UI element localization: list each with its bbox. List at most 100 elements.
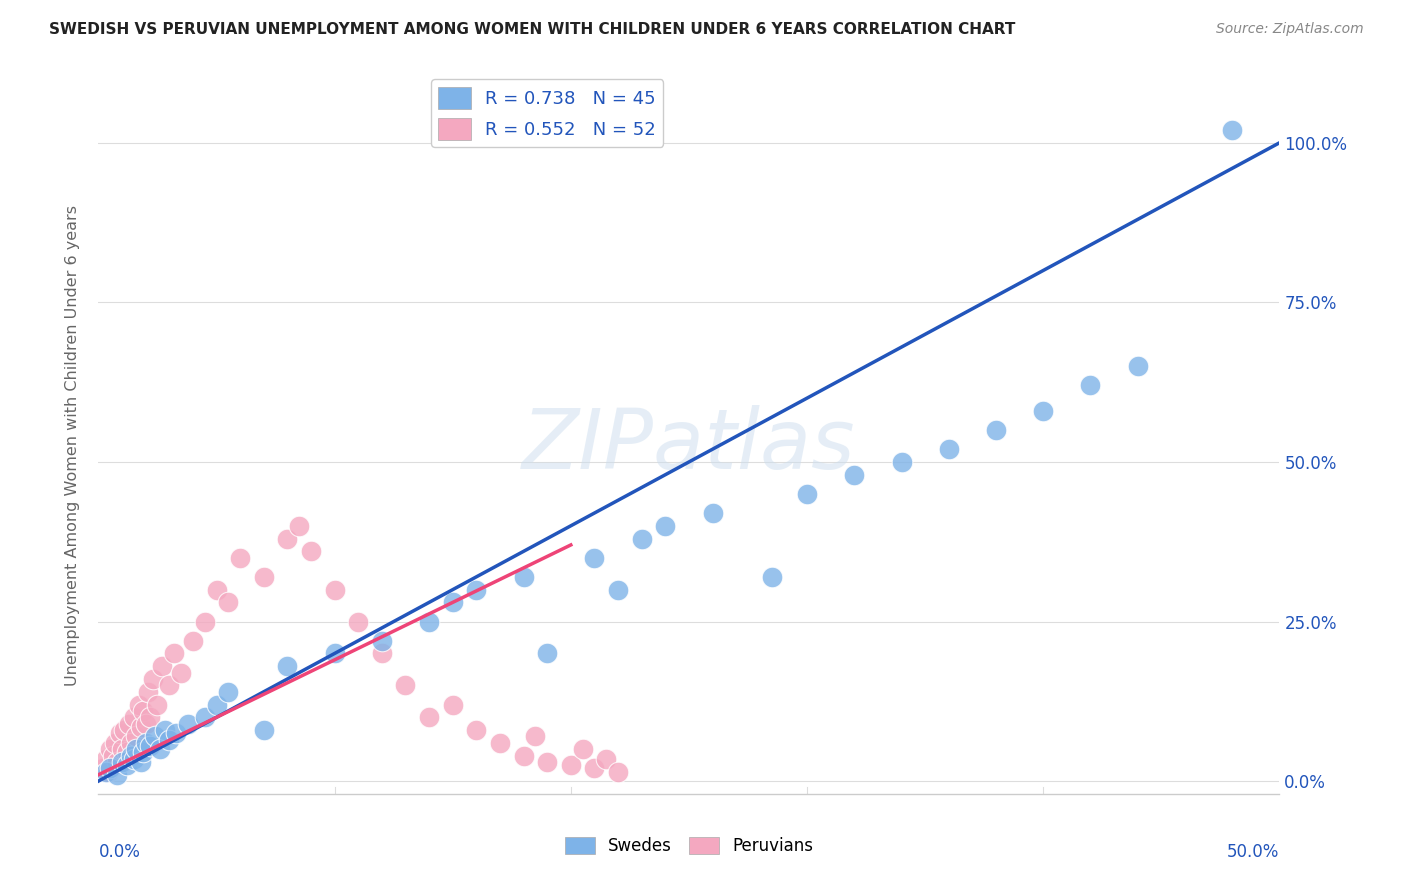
Point xyxy=(115,745,138,759)
Point xyxy=(205,698,228,712)
Point xyxy=(136,685,159,699)
Text: Source: ZipAtlas.com: Source: ZipAtlas.com xyxy=(1216,22,1364,37)
Point xyxy=(217,685,239,699)
Point xyxy=(98,761,121,775)
Point xyxy=(129,720,152,734)
Point xyxy=(135,736,157,750)
Point xyxy=(181,633,204,648)
Text: 50.0%: 50.0% xyxy=(1227,843,1279,861)
Point xyxy=(323,647,346,661)
Point xyxy=(1126,359,1149,374)
Point xyxy=(702,506,724,520)
Point xyxy=(844,467,866,482)
Point xyxy=(253,723,276,737)
Point xyxy=(149,742,172,756)
Point xyxy=(583,550,606,565)
Point xyxy=(132,745,155,759)
Text: ZIPatlas: ZIPatlas xyxy=(522,406,856,486)
Legend: R = 0.738   N = 45, R = 0.552   N = 52: R = 0.738 N = 45, R = 0.552 N = 52 xyxy=(432,79,664,147)
Point xyxy=(101,748,124,763)
Y-axis label: Unemployment Among Women with Children Under 6 years: Unemployment Among Women with Children U… xyxy=(65,205,80,687)
Point xyxy=(112,723,135,737)
Point xyxy=(524,730,547,744)
Point xyxy=(347,615,370,629)
Point xyxy=(105,768,128,782)
Point xyxy=(394,678,416,692)
Point xyxy=(276,532,298,546)
Point xyxy=(129,755,152,769)
Point xyxy=(418,710,440,724)
Point xyxy=(371,647,394,661)
Point xyxy=(135,716,157,731)
Point xyxy=(796,487,818,501)
Point xyxy=(122,710,145,724)
Point xyxy=(205,582,228,597)
Point xyxy=(125,730,148,744)
Point xyxy=(143,730,166,744)
Point xyxy=(253,570,276,584)
Point xyxy=(94,752,117,766)
Point xyxy=(139,710,162,724)
Point xyxy=(104,736,127,750)
Text: SWEDISH VS PERUVIAN UNEMPLOYMENT AMONG WOMEN WITH CHILDREN UNDER 6 YEARS CORRELA: SWEDISH VS PERUVIAN UNEMPLOYMENT AMONG W… xyxy=(49,22,1015,37)
Point xyxy=(583,761,606,775)
Point xyxy=(654,518,676,533)
Point xyxy=(276,659,298,673)
Point xyxy=(157,732,180,747)
Point xyxy=(465,723,488,737)
Point xyxy=(139,739,162,753)
Point xyxy=(1032,404,1054,418)
Point xyxy=(153,723,176,737)
Point xyxy=(441,698,464,712)
Point xyxy=(595,752,617,766)
Point xyxy=(163,647,186,661)
Point xyxy=(571,742,593,756)
Point xyxy=(157,678,180,692)
Point xyxy=(560,758,582,772)
Point xyxy=(890,455,912,469)
Point xyxy=(115,758,138,772)
Point xyxy=(229,550,252,565)
Point xyxy=(299,544,322,558)
Point xyxy=(536,647,558,661)
Point xyxy=(94,764,117,779)
Point xyxy=(1220,123,1243,137)
Point xyxy=(984,423,1007,437)
Point xyxy=(122,752,145,766)
Point xyxy=(111,755,134,769)
Point xyxy=(108,726,131,740)
Point xyxy=(121,748,143,763)
Point xyxy=(165,726,187,740)
Point xyxy=(607,764,630,779)
Point xyxy=(323,582,346,597)
Point xyxy=(125,742,148,756)
Point xyxy=(194,615,217,629)
Point xyxy=(761,570,783,584)
Point xyxy=(105,755,128,769)
Point xyxy=(217,595,239,609)
Point xyxy=(121,736,143,750)
Point xyxy=(441,595,464,609)
Point xyxy=(177,716,200,731)
Point xyxy=(465,582,488,597)
Text: 0.0%: 0.0% xyxy=(98,843,141,861)
Point xyxy=(146,698,169,712)
Point xyxy=(97,764,120,779)
Point xyxy=(288,518,311,533)
Point xyxy=(170,665,193,680)
Point xyxy=(512,748,534,763)
Point xyxy=(98,742,121,756)
Point xyxy=(371,633,394,648)
Point xyxy=(142,672,165,686)
Point xyxy=(512,570,534,584)
Point xyxy=(118,716,141,731)
Point xyxy=(150,659,173,673)
Point xyxy=(630,532,652,546)
Point xyxy=(938,442,960,457)
Point xyxy=(132,704,155,718)
Point xyxy=(536,755,558,769)
Point xyxy=(607,582,630,597)
Point xyxy=(194,710,217,724)
Point xyxy=(489,736,512,750)
Point xyxy=(418,615,440,629)
